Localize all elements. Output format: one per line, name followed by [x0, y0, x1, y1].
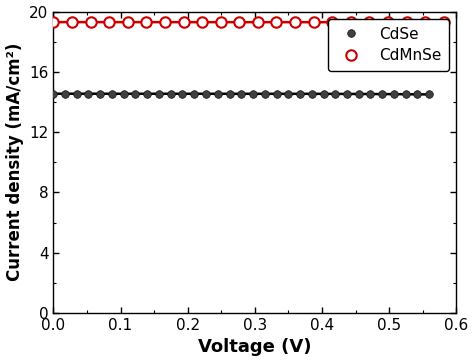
CdSe: [367, 92, 373, 96]
Line: CdMnSe: CdMnSe: [48, 17, 449, 28]
CdSe: [427, 92, 432, 97]
CdSe: [297, 92, 303, 96]
CdSe: [380, 92, 385, 96]
CdSe: [215, 92, 221, 96]
CdSe: [121, 92, 127, 96]
CdMnSe: [367, 20, 373, 24]
CdSe: [309, 92, 314, 96]
CdMnSe: [199, 20, 205, 24]
CdMnSe: [88, 20, 93, 24]
CdMnSe: [237, 20, 242, 24]
CdMnSe: [51, 20, 56, 24]
CdSe: [415, 92, 420, 97]
Legend: CdSe, CdMnSe: CdSe, CdMnSe: [328, 19, 449, 71]
CdMnSe: [441, 20, 447, 24]
CdSe: [180, 92, 185, 96]
CdSe: [227, 92, 232, 96]
CdSe: [391, 92, 397, 96]
CdSe: [74, 92, 80, 96]
CdSe: [109, 92, 115, 96]
CdMnSe: [181, 20, 186, 24]
CdSe: [356, 92, 362, 96]
CdMnSe: [311, 20, 317, 24]
Y-axis label: Current density (mA/cm²): Current density (mA/cm²): [6, 43, 24, 282]
CdMnSe: [273, 20, 279, 24]
CdSe: [191, 92, 197, 96]
CdMnSe: [69, 20, 74, 24]
CdSe: [203, 92, 209, 96]
CdSe: [262, 92, 267, 96]
CdSe: [344, 92, 350, 96]
CdSe: [403, 92, 409, 96]
CdSe: [156, 92, 162, 96]
CdSe: [133, 92, 138, 96]
CdMnSe: [329, 20, 335, 24]
CdSe: [144, 92, 150, 96]
CdMnSe: [125, 20, 130, 24]
X-axis label: Voltage (V): Voltage (V): [198, 338, 311, 357]
CdMnSe: [162, 20, 168, 24]
CdSe: [285, 92, 291, 96]
CdMnSe: [255, 20, 261, 24]
CdSe: [168, 92, 173, 96]
CdMnSe: [423, 20, 428, 24]
CdSe: [250, 92, 256, 96]
CdSe: [274, 92, 280, 96]
CdSe: [62, 92, 68, 96]
CdSe: [238, 92, 244, 96]
Line: CdSe: CdSe: [49, 90, 433, 98]
CdMnSe: [292, 20, 298, 24]
CdMnSe: [404, 20, 410, 24]
CdMnSe: [106, 20, 112, 24]
CdSe: [332, 92, 338, 96]
CdSe: [97, 92, 103, 96]
CdSe: [85, 92, 91, 96]
CdMnSe: [218, 20, 224, 24]
CdMnSe: [348, 20, 354, 24]
CdSe: [321, 92, 327, 96]
CdMnSe: [385, 20, 391, 24]
CdSe: [51, 92, 56, 96]
CdMnSe: [143, 20, 149, 24]
